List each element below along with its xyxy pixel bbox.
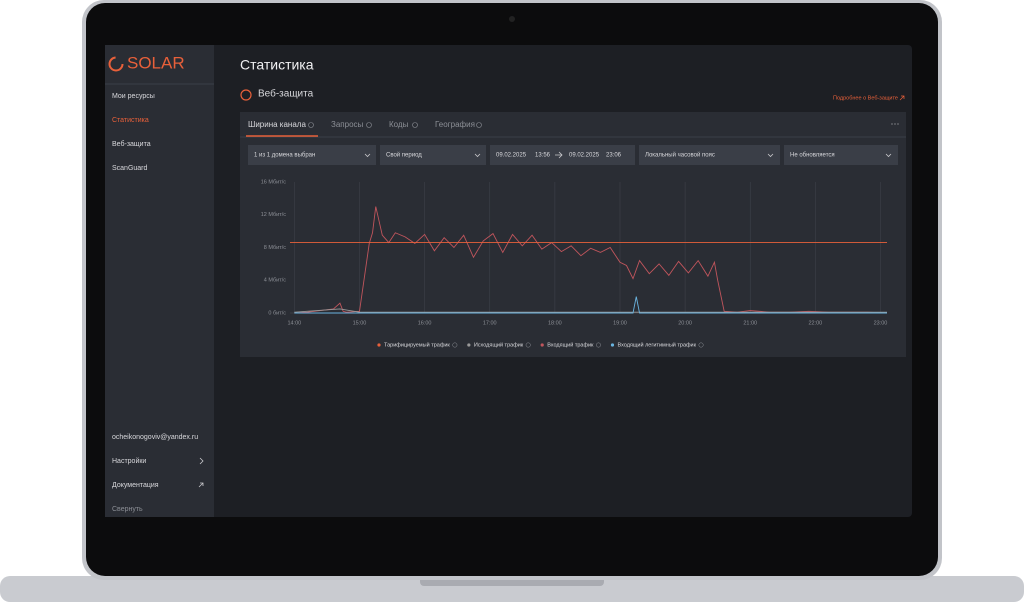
y-tick-label: 16 Мбит/с: [261, 179, 286, 185]
select-value: 1 из 1 домена выбран: [254, 153, 315, 159]
more-menu[interactable]: ···: [891, 118, 900, 128]
legend-label: Исходящий трафик: [474, 341, 524, 348]
nav-item[interactable]: Документация: [112, 482, 159, 489]
logo-icon: [108, 56, 124, 72]
date-to: 09.02.2025: [569, 153, 600, 159]
external-icon: [899, 95, 905, 101]
x-tick-label: 21:00: [743, 320, 757, 326]
y-tick-label: 8 Мбит/с: [264, 245, 286, 251]
x-tick-label: 22:00: [808, 320, 822, 326]
legend: Тарифицируемый трафик Исходящий трафик Вхо…: [377, 341, 704, 348]
select-value: Локальный часовой пояс: [645, 152, 715, 159]
chevron: [199, 457, 204, 465]
y-tick-label: 0 бит/с: [268, 310, 286, 316]
tab[interactable]: Коды: [389, 120, 409, 129]
legend-swatch: [540, 343, 544, 347]
y-tick-label: 12 Мбит/с: [261, 212, 286, 218]
select-value: Свой период: [386, 152, 422, 159]
chevron: [885, 153, 892, 158]
user-email[interactable]: ocheikonogoviv@yandex.ru: [112, 434, 198, 441]
time-to: 23:06: [606, 153, 622, 159]
nav-item[interactable]: Статистика: [112, 117, 149, 124]
select[interactable]: [784, 145, 898, 165]
x-tick-label: 23:00: [874, 320, 888, 326]
arrow: [555, 151, 563, 159]
laptop-base: [0, 576, 1024, 602]
x-tick-label: 16:00: [418, 320, 432, 326]
series-line: [294, 296, 887, 314]
help-icon: [452, 342, 458, 348]
logo-text: SOLAR: [127, 53, 185, 72]
section-link[interactable]: Подробнее о Веб-защите: [833, 95, 898, 101]
help-icon: [596, 342, 601, 348]
external-icon: [198, 482, 204, 488]
nav-item[interactable]: ScanGuard: [112, 165, 148, 172]
sidebar: [105, 45, 214, 517]
x-tick-label: 20:00: [678, 320, 692, 326]
chevron: [767, 153, 774, 158]
collapse[interactable]: Свернуть: [112, 506, 143, 513]
y-tick-label: 4 Мбит/с: [264, 278, 286, 284]
chevron: [474, 153, 481, 158]
tab[interactable]: Ширина канала: [248, 120, 306, 129]
x-tick-label: 19:00: [613, 320, 627, 326]
select[interactable]: [380, 145, 486, 165]
nav-item[interactable]: Мои ресурсы: [112, 93, 155, 100]
camera: [509, 16, 515, 22]
help-icon: [698, 342, 704, 348]
x-tick-label: 14:00: [287, 320, 301, 326]
select[interactable]: [639, 145, 780, 165]
x-tick-label: 18:00: [548, 320, 562, 326]
time-from: 13:56: [535, 153, 551, 159]
help-icon: [525, 342, 531, 348]
tab[interactable]: Запросы: [331, 120, 364, 129]
tab[interactable]: География: [435, 120, 475, 129]
series-line: [294, 308, 887, 313]
nav-item[interactable]: Веб-защита: [112, 140, 151, 148]
legend-label: Входящий трафик: [547, 341, 594, 348]
select-value: Не обновляется: [790, 153, 835, 159]
chevron: [364, 153, 371, 158]
page-title: Статистика: [240, 57, 314, 73]
x-tick-label: 15:00: [353, 320, 367, 326]
chart: 0 бит/с 4 Мбит/с 8 Мбит/с 12 Мбит/с 16 Мбит/…: [261, 179, 888, 348]
date-from: 09.02.2025: [496, 153, 527, 159]
legend-swatch: [377, 343, 381, 347]
legend-swatch: [610, 343, 615, 347]
section-title: Веб-защита: [258, 88, 314, 100]
help-icons: [308, 122, 482, 128]
x-tick-label: 17:00: [483, 320, 497, 326]
legend-label: Тарифицируемый трафик: [384, 341, 450, 348]
legend-label: Входящий легитимный трафик: [617, 341, 696, 348]
nav-item[interactable]: Настройки: [112, 457, 146, 465]
section-icon: [240, 89, 252, 101]
select[interactable]: [248, 145, 376, 165]
legend-swatch: [467, 343, 471, 347]
